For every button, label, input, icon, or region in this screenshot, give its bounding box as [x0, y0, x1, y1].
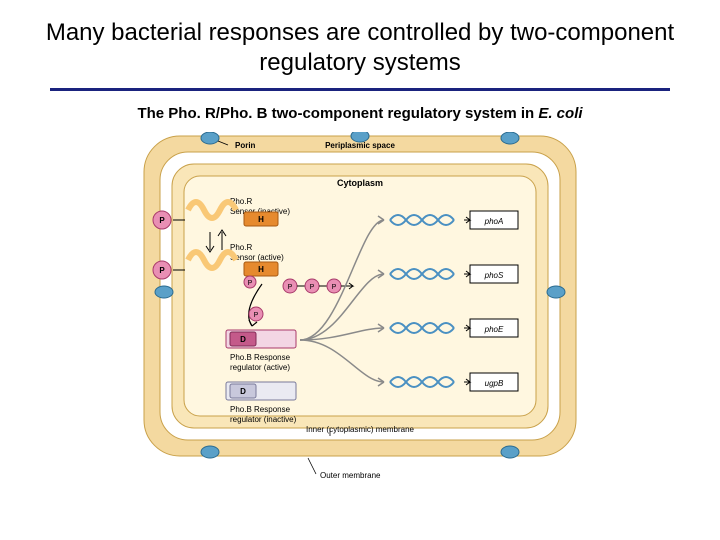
diagram-svg: Porin Periplasmic space Cytoplasm Pho.RSens…: [140, 132, 580, 492]
svg-text:P: P: [310, 284, 315, 291]
svg-text:phoA: phoA: [484, 217, 504, 226]
svg-text:Inner (cytoplasmic) membrane: Inner (cytoplasmic) membrane: [306, 425, 415, 434]
title-rule: [50, 88, 670, 91]
svg-text:P: P: [254, 312, 259, 319]
svg-text:P: P: [332, 284, 337, 291]
svg-text:regulator (inactive): regulator (inactive): [230, 415, 297, 424]
svg-text:Porin: Porin: [235, 141, 256, 150]
svg-text:H: H: [258, 265, 264, 274]
svg-text:D: D: [240, 335, 246, 344]
svg-text:Pho.R: Pho.R: [230, 243, 252, 252]
svg-text:Outer membrane: Outer membrane: [320, 471, 381, 480]
subtitle-italic: E. coli: [538, 105, 582, 122]
page-title: Many bacterial responses are controlled …: [0, 0, 720, 78]
svg-text:Pho.B Response: Pho.B Response: [230, 353, 291, 362]
svg-text:P: P: [248, 280, 253, 287]
svg-text:regulator (active): regulator (active): [230, 363, 290, 372]
svg-text:phoE: phoE: [484, 325, 504, 334]
subtitle: The Pho. R/Pho. B two-component regulato…: [0, 105, 720, 122]
svg-text:phoS: phoS: [484, 271, 504, 280]
svg-text:Periplasmic space: Periplasmic space: [325, 141, 395, 150]
svg-text:Pho.B Response: Pho.B Response: [230, 405, 291, 414]
slide: { "title": "Many bacterial responses are…: [0, 0, 720, 540]
svg-text:P: P: [288, 284, 293, 291]
svg-text:Cytoplasm: Cytoplasm: [337, 178, 383, 188]
subtitle-text: The Pho. R/Pho. B two-component regulato…: [137, 105, 538, 122]
svg-text:Sensor (active): Sensor (active): [230, 253, 284, 262]
figure: Porin Periplasmic space Cytoplasm Pho.RSens…: [140, 132, 580, 497]
svg-text:P: P: [159, 266, 165, 275]
svg-text:D: D: [240, 387, 246, 396]
svg-text:ugpB: ugpB: [485, 379, 504, 388]
svg-text:P: P: [159, 216, 165, 225]
svg-text:H: H: [258, 215, 264, 224]
